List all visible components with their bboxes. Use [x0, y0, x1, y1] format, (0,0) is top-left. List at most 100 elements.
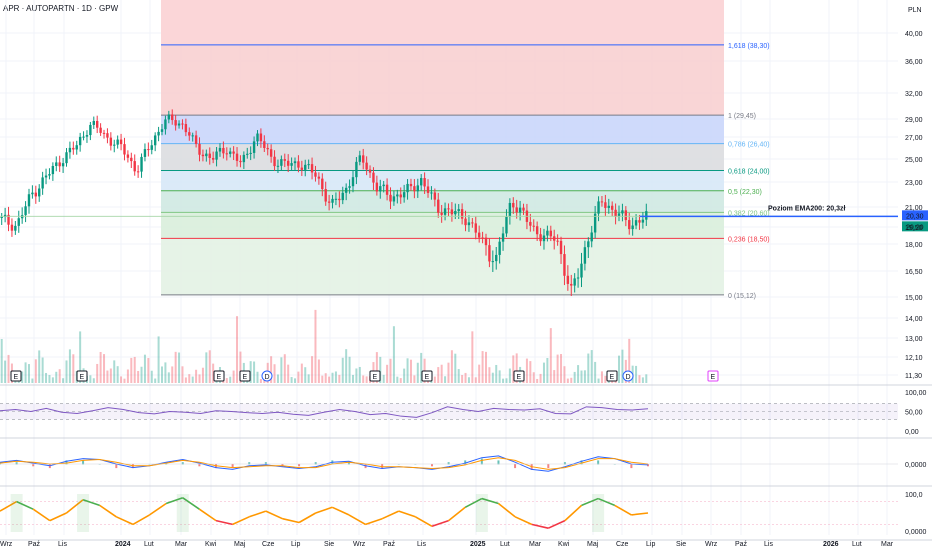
earnings-marker: [239, 370, 251, 382]
volume-bar: [495, 364, 498, 383]
macd-histogram-bar: [597, 460, 600, 465]
dividend-marker-label: D: [265, 374, 270, 381]
candle-body: [464, 218, 467, 226]
volume-bar: [590, 350, 593, 383]
price-tick-label: 40,00: [905, 31, 923, 38]
earnings-marker-label: E: [217, 374, 222, 381]
macd-pane: [0, 455, 898, 472]
osc-line-segment: [497, 502, 516, 518]
volume-bar: [181, 366, 184, 383]
osc-line-segment: [298, 512, 317, 524]
osc-line-segment: [431, 519, 449, 528]
candle-body: [51, 165, 55, 175]
volume-bar: [594, 361, 597, 383]
volume-bar: [635, 365, 638, 383]
osc-line-segment: [331, 506, 350, 516]
fib-zone: [161, 238, 724, 295]
volume-bar: [450, 350, 453, 383]
volume-bar: [164, 362, 167, 383]
candle-body: [539, 234, 542, 242]
price-tick-label: 18,00: [905, 242, 923, 249]
volume-bar: [406, 358, 409, 383]
volume-bar: [311, 356, 314, 383]
candle-body: [348, 186, 351, 188]
candle-body: [191, 135, 194, 137]
candle-body: [433, 192, 437, 200]
candle-body: [89, 124, 92, 136]
candle-body: [358, 155, 362, 162]
candle-body: [334, 198, 338, 200]
volume-bar: [512, 355, 515, 383]
fib-level-label: 0,5 (22,30): [728, 189, 762, 196]
candle-body: [188, 132, 191, 136]
candle-body: [24, 206, 27, 216]
volume-bar: [420, 352, 423, 383]
candle-body: [518, 207, 522, 213]
candle-body: [553, 236, 556, 241]
time-tick-label: Paź: [28, 541, 41, 548]
volume-bar: [481, 351, 484, 383]
volume-bar: [21, 371, 24, 383]
macd-histogram-bar: [65, 460, 68, 465]
volume-bar: [143, 354, 146, 383]
candle-body: [181, 123, 184, 125]
earnings-marker: [76, 370, 88, 382]
volume-bar: [641, 377, 644, 383]
candle-body: [556, 240, 559, 242]
candle-body: [218, 147, 222, 152]
volume-bar: [440, 364, 443, 383]
osc-line-segment: [82, 498, 100, 507]
osc-highlight: [77, 494, 90, 532]
osc-line-segment: [597, 497, 616, 507]
volume-bar: [140, 366, 143, 383]
volume-bars: [0, 309, 648, 383]
earnings-marker: [606, 370, 618, 382]
volume-bar: [600, 371, 603, 383]
candle-body: [604, 202, 607, 208]
axes: PLN 40,00 36,00 32,00 29,00 27,00 25,00 23,00 21…: [0, 7, 927, 548]
candle-body: [68, 147, 72, 153]
candle-body: [542, 235, 546, 242]
volume-bar: [208, 350, 211, 383]
volume-bar: [461, 375, 464, 383]
fibonacci-retracement[interactable]: 1,618 (38,30) 1 (29,45) 0,786 (26,40) 0,618…: [161, 0, 770, 300]
candle-body: [402, 192, 406, 198]
candle-body: [467, 222, 471, 226]
candle-body: [256, 133, 259, 142]
volume-bar: [276, 374, 279, 383]
price-tick-label: 14,00: [905, 316, 923, 323]
candle-body: [460, 209, 464, 219]
volume-bar: [120, 376, 123, 383]
volume-bar: [485, 351, 487, 383]
candle-body: [457, 209, 460, 211]
earnings-marker-label: E: [711, 374, 716, 381]
candle-body: [130, 157, 133, 162]
candle-body: [273, 156, 276, 167]
candle-body: [399, 194, 402, 198]
candle-body: [532, 225, 535, 227]
candle-body: [136, 171, 140, 173]
time-tick-label: 2024: [115, 541, 131, 548]
candle-body: [576, 277, 580, 279]
volume-bar: [92, 378, 95, 383]
candle-body: [645, 211, 648, 220]
candle-body: [355, 161, 358, 178]
volume-bar: [147, 358, 150, 383]
candle-body: [174, 120, 177, 126]
volume-bar: [560, 354, 563, 383]
osc-line-segment: [531, 523, 549, 529]
osc-line-segment: [99, 504, 117, 518]
volume-bar: [103, 354, 106, 383]
candle-body: [109, 137, 113, 146]
osc-line-segment: [32, 508, 51, 522]
candle-body: [252, 141, 256, 153]
volume-bar: [198, 374, 201, 383]
candle-body: [72, 147, 75, 150]
candle-body: [631, 225, 634, 230]
earnings-marker-label: E: [610, 374, 615, 381]
candle-body: [290, 163, 293, 166]
candle-body: [529, 221, 532, 226]
candle-body: [133, 161, 136, 172]
